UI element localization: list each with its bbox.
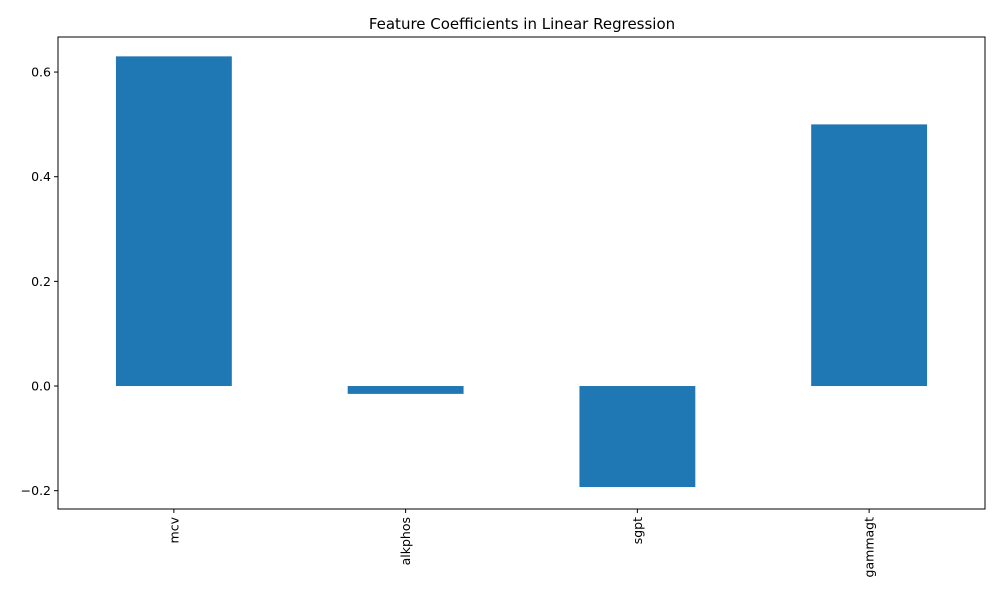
y-tick-label: 0.0 bbox=[31, 379, 51, 394]
x-tick-label: gammagt bbox=[862, 517, 877, 578]
y-tick-label: 0.6 bbox=[31, 65, 51, 80]
x-tick-label: alkphos bbox=[398, 517, 413, 565]
y-axis: −0.2 0.0 0.2 0.4 0.6 bbox=[21, 65, 58, 498]
bar-gammagt bbox=[811, 124, 928, 387]
x-tick-label: sgpt bbox=[630, 517, 645, 544]
x-tick-label: mcv bbox=[166, 516, 181, 543]
y-tick-label: −0.2 bbox=[21, 483, 51, 498]
bar-mcv bbox=[115, 56, 232, 387]
bars-group bbox=[115, 56, 928, 488]
plot-frame bbox=[57, 36, 986, 510]
chart-title: Feature Coefficients in Linear Regressio… bbox=[369, 15, 675, 33]
x-axis: mcv alkphos sgpt gammagt bbox=[166, 509, 877, 578]
bar-sgpt bbox=[579, 386, 696, 488]
y-tick-label: 0.4 bbox=[31, 169, 51, 184]
y-tick-label: 0.2 bbox=[31, 274, 51, 289]
bar-alkphos bbox=[347, 386, 464, 394]
